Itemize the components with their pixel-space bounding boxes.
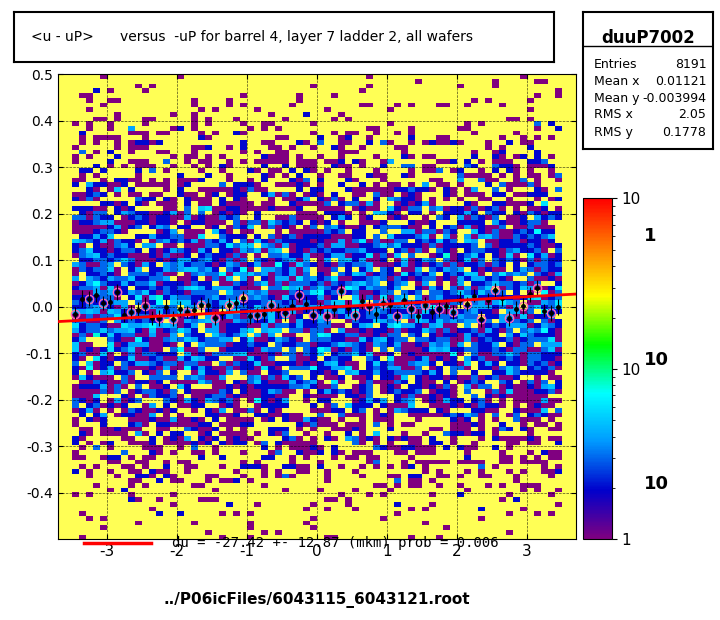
Text: RMS x: RMS x: [593, 108, 632, 121]
Text: -0.003994: -0.003994: [642, 92, 706, 105]
Text: 8191: 8191: [675, 58, 706, 71]
Text: <u - uP>      versus  -uP for barrel 4, layer 7 ladder 2, all wafers: <u - uP> versus -uP for barrel 4, layer …: [30, 30, 472, 44]
Text: Mean y: Mean y: [593, 92, 639, 105]
Text: 0.01121: 0.01121: [654, 76, 706, 89]
Text: 10: 10: [644, 350, 670, 369]
Text: 2.05: 2.05: [678, 108, 706, 121]
Text: RMS y: RMS y: [593, 126, 632, 139]
Text: Mean x: Mean x: [593, 76, 639, 89]
Text: 1: 1: [644, 226, 657, 245]
Text: ../P06icFiles/6043115_6043121.root: ../P06icFiles/6043115_6043121.root: [163, 591, 470, 608]
Text: Entries: Entries: [593, 58, 637, 71]
Text: 0.1778: 0.1778: [662, 126, 706, 139]
Text: du = -27.42 +- 12.87 (mkm) prob = 0.006: du = -27.42 +- 12.87 (mkm) prob = 0.006: [171, 536, 498, 549]
Text: duuP7002: duuP7002: [601, 29, 695, 46]
Text: 10: 10: [644, 474, 670, 493]
